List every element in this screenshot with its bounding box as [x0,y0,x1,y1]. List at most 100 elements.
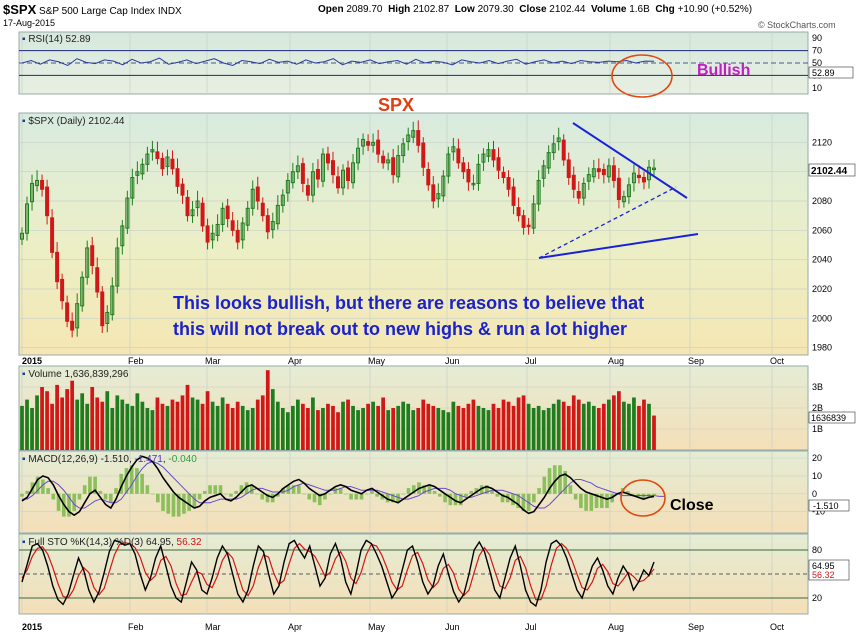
volume-bar [150,410,155,450]
macd-histogram-bar [552,465,557,494]
volume-bar [346,399,350,450]
price-candle [551,143,556,154]
volume-bar [561,401,566,450]
volume-bar [531,408,536,450]
macd-histogram-bar [145,485,150,494]
sto-legend-d: 56.32 [177,537,202,548]
price-candle [536,179,541,205]
volume-bar [205,391,210,450]
price-candle [165,156,170,168]
price-candle [140,163,145,175]
sto-last-value: 64.95 [812,561,835,571]
macd-histogram-bar [161,493,165,511]
exchange: INDX [157,6,182,17]
volume-bar [366,403,370,450]
price-candle [230,220,235,231]
price-candle [145,153,150,165]
price-candle [60,278,65,302]
macd-histogram-bar [438,493,442,497]
macd-histogram-bar [208,485,212,494]
macd-histogram-bar [490,490,494,494]
macd-histogram-bar [192,493,197,509]
volume-bar [612,395,616,450]
volume-bar [170,399,175,450]
price-candle [601,168,606,176]
macd-histogram-bar [542,476,547,494]
macd-histogram-bar [276,493,280,497]
macd-histogram-bar [511,493,515,506]
macd-histogram-bar [464,493,468,497]
macd-histogram-bar [354,493,359,500]
macd-histogram-bar [218,485,223,494]
macd-signal-line [22,461,665,509]
price-candle [411,130,416,138]
x-tick-label: 2015 [22,356,42,366]
macd-histogram-bar [119,473,124,494]
price-candle [501,171,506,179]
note-line-2: this will not break out to new highs & r… [173,319,627,339]
price-candle [55,251,60,283]
macd-histogram-bar [495,493,500,497]
price-legend: ▪ $SPX (Daily) 2102.44 [22,116,125,127]
macd-histogram-bar [265,493,270,503]
volume-bar [381,397,386,450]
macd-histogram-bar [401,493,406,495]
x-tick-label: Apr [288,356,302,366]
price-candle [320,153,325,182]
price-candle [456,148,461,164]
volume-bar [100,401,105,450]
price-candle [90,245,95,267]
macd-histogram-bar [93,476,97,494]
macd-histogram-bar [234,490,238,494]
sto-last-value-d: 56.32 [812,570,835,580]
volume-bar [521,395,526,450]
sto-legend-icon: ▪ [22,537,26,548]
macd-histogram-bar [182,493,186,514]
price-candle [155,151,160,159]
rsi-line [21,57,655,67]
macd-y-tick: 20 [812,453,822,463]
price-candle [40,179,45,190]
volume-bar [245,410,250,450]
volume-bar [591,405,596,450]
volume-bar [336,412,340,450]
volume-bar [270,389,275,450]
macd-histogram-bar [411,485,416,494]
volume-bar [120,399,125,450]
volume-bar [35,395,39,450]
price-candles [20,120,656,338]
sto-last-box [808,559,850,581]
price-candle [576,190,581,199]
volume-bar [406,403,411,450]
volume-bar [637,405,641,450]
volume-bar [250,408,255,450]
volume-bar [220,397,225,450]
price-candle [541,165,546,179]
volume-bar [617,391,621,450]
x-tick-label: Sep [688,356,704,366]
volume-bars [20,370,656,450]
volume-bar [466,403,471,450]
volume-bar [496,408,501,450]
price-candle [531,203,536,229]
macd-histogram-bar [239,485,244,494]
volume-bar [125,403,130,450]
macd-histogram-bar [641,493,646,500]
volume-bar [351,405,355,450]
price-candle [190,209,195,217]
price-candle [616,177,621,201]
volume-bar [416,408,421,450]
volume-bar [70,380,75,450]
price-candle [346,167,351,181]
price-candle [486,149,491,157]
macd-histogram-bar [652,493,656,496]
macd-histogram-bar [197,493,202,500]
macd-histogram-bar [82,485,87,494]
macd-highlight-circle [620,479,666,517]
volume-last-value: 1636839 [811,413,846,423]
price-candle [621,196,626,203]
volume-bar [275,401,280,450]
macd-histogram-bar [286,485,291,494]
x-tick-label: Feb [128,356,144,366]
macd-histogram-bar [255,493,259,495]
